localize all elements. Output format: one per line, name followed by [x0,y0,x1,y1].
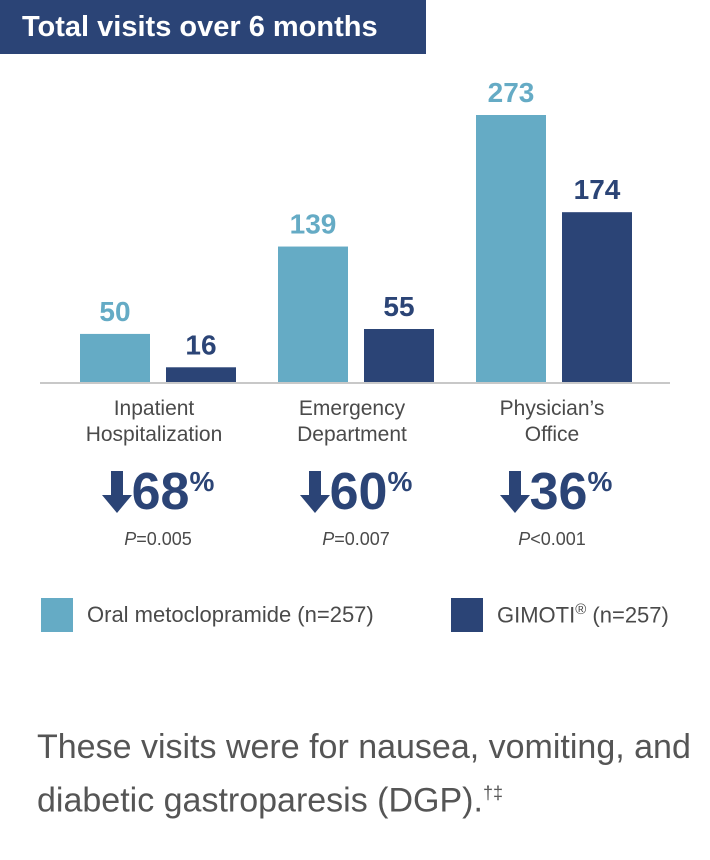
category-label-emergency: Emergency Department [297,397,407,446]
reduction-emergency: 60% [246,462,466,522]
bar-emergency-oral [278,246,348,383]
category-label-inpatient: Inpatient Hospitalization [85,397,223,446]
legend-label-oral: Oral metoclopramide (n=257) [87,602,374,627]
p-label: P [124,529,137,549]
footnote-marks: †‡ [482,783,503,803]
legend-oral: Oral metoclopramide (n=257) [41,598,374,632]
reduction-value: 60 [329,463,388,521]
down-arrow-icon [499,471,530,513]
p-value-inpatient: P=0.005 [48,529,268,550]
p-number: =0.005 [136,529,192,549]
bar-chart: 50 16 139 55 273 174 [40,77,670,384]
legend-gimoti-n: (n=257) [592,602,669,628]
bar-emergency-gimoti [364,329,434,383]
data-label-office-gimoti: 174 [574,174,621,205]
footnote: These visits were for nausea, vomiting, … [37,724,697,823]
reduction-inpatient: 68% [48,462,268,522]
bar-office-gimoti [562,212,632,383]
registered-mark: ® [575,601,587,619]
p-number: <0.001 [530,529,586,549]
legend-label-gimoti: GIMOTI® (n=257) [497,601,669,628]
data-label-office-oral: 273 [488,77,535,108]
data-label-inpatient-oral: 50 [99,296,130,327]
legend-swatch-oral [41,598,73,632]
footnote-text: These visits were for nausea, vomiting, … [37,728,691,820]
reduction-percent: % [587,466,613,497]
reduction-percent: % [189,466,215,497]
legend-gimoti-name: GIMOTI [497,602,576,628]
reduction-value: 36 [529,463,588,521]
bar-inpatient-gimoti [166,367,236,383]
reduction-percent: % [387,466,413,497]
reduction-office: 36% [446,462,666,522]
legend-gimoti: GIMOTI® (n=257) [451,598,669,632]
reduction-value: 68 [131,463,190,521]
data-label-emergency-oral: 139 [290,209,337,240]
p-value-emergency: P=0.007 [246,529,466,550]
bar-office-oral [476,115,546,383]
data-label-emergency-gimoti: 55 [383,291,414,322]
down-arrow-icon [101,471,132,513]
p-label: P [322,529,335,549]
down-arrow-icon [299,471,330,513]
bar-inpatient-oral [80,333,150,383]
chart-title: Total visits over 6 months [0,0,426,54]
category-label-office: Physician’s Office [499,397,605,446]
legend-swatch-gimoti [451,598,483,632]
data-label-inpatient-gimoti: 16 [185,329,216,360]
p-number: =0.007 [334,529,390,549]
p-value-office: P<0.001 [442,529,662,550]
p-label: P [518,529,531,549]
